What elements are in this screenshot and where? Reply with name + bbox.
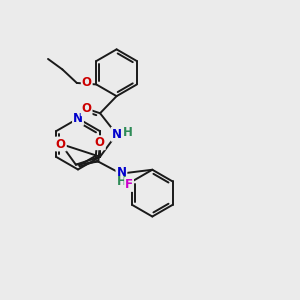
Text: N: N — [73, 112, 83, 125]
Text: H: H — [123, 126, 133, 139]
Text: H: H — [116, 175, 126, 188]
Text: N: N — [116, 166, 126, 178]
Text: O: O — [82, 76, 92, 89]
Text: O: O — [82, 102, 92, 115]
Text: O: O — [56, 137, 66, 151]
Text: F: F — [125, 178, 133, 191]
Text: O: O — [95, 136, 105, 149]
Text: N: N — [112, 128, 122, 141]
